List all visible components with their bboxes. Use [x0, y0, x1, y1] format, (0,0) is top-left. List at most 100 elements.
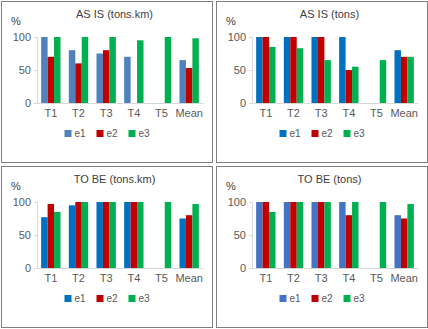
- bar: [165, 202, 171, 268]
- bar: [69, 205, 75, 268]
- legend-label: e3: [354, 293, 366, 304]
- bar: [324, 202, 330, 268]
- x-tick-label: T4: [127, 272, 140, 284]
- y-tick-mark: [249, 70, 252, 71]
- legend-item: e1: [65, 128, 87, 139]
- x-axis-line: [253, 103, 419, 104]
- y-axis: 050100: [228, 31, 253, 109]
- x-axis: T1T2T3T4T5Mean: [253, 103, 419, 119]
- x-tick-label: T3: [100, 107, 113, 119]
- bar: [290, 37, 296, 103]
- legend-label: e2: [322, 128, 334, 139]
- y-tick: 100: [228, 31, 252, 43]
- x-axis-line: [253, 268, 419, 269]
- x-tick: T4: [127, 103, 140, 119]
- panel: AS IS (tons)%050100T1T2T3T4T5Meane1e2e3: [217, 2, 428, 163]
- legend: e1 e2 e3: [280, 128, 366, 139]
- x-tick: T2: [287, 103, 300, 119]
- legend-swatch: [280, 295, 287, 302]
- x-tick-label: T5: [155, 272, 168, 284]
- bar: [75, 202, 81, 268]
- bar: [109, 202, 115, 268]
- legend-label: e2: [322, 293, 334, 304]
- panel: AS IS (tons.km)%050100T1T2T3T4T5Meane1e2…: [2, 2, 213, 163]
- x-tick-label: T4: [127, 107, 140, 119]
- bar: [284, 37, 290, 103]
- bar: [103, 202, 109, 268]
- legend-item: e2: [97, 128, 119, 139]
- x-tick: Mean: [175, 103, 203, 119]
- legend-item: e1: [280, 128, 302, 139]
- x-tick-label: T3: [100, 272, 113, 284]
- x-tick-label: T2: [72, 107, 85, 119]
- bar: [109, 37, 115, 103]
- x-axis-line: [38, 103, 204, 104]
- y-tick-label: 100: [228, 196, 246, 208]
- y-tick-label: 100: [13, 31, 31, 43]
- bar: [311, 202, 317, 268]
- bar: [339, 202, 345, 268]
- bar: [284, 202, 290, 268]
- x-tick-label: T5: [155, 107, 168, 119]
- y-tick-mark: [34, 202, 37, 203]
- chart-title: TO BE (tons): [298, 173, 362, 185]
- bar: [48, 57, 54, 103]
- bar: [192, 204, 198, 268]
- legend: e1e2e3: [65, 293, 151, 304]
- x-tick: Mean: [175, 268, 203, 284]
- x-axis-line: [38, 268, 204, 269]
- bar: [352, 202, 358, 268]
- x-axis: T1T2T3T4T5Mean: [253, 268, 419, 284]
- y-axis-line: [249, 203, 253, 269]
- y-tick-label: 0: [240, 262, 246, 274]
- legend-label: e1: [290, 293, 302, 304]
- bar: [297, 202, 303, 268]
- y-tick-label: 50: [234, 229, 246, 241]
- bar: [82, 37, 88, 103]
- y-tick-label: 0: [240, 97, 246, 109]
- bar: [131, 202, 137, 268]
- panel-frame: [217, 2, 428, 163]
- x-tick-label: T4: [342, 107, 355, 119]
- y-tick-mark: [249, 103, 252, 104]
- legend: e1e2e3: [65, 128, 151, 139]
- legend-item: e2: [312, 293, 334, 304]
- y-tick-mark: [34, 268, 37, 269]
- y-tick: 50: [19, 64, 37, 76]
- bar: [269, 212, 275, 268]
- bar: [192, 38, 198, 103]
- legend-swatch: [65, 295, 72, 302]
- legend-label: e3: [139, 293, 151, 304]
- x-tick-label: T1: [44, 272, 57, 284]
- x-tick: Mean: [390, 103, 418, 119]
- legend-label: e2: [107, 293, 119, 304]
- x-tick: T5: [155, 103, 168, 119]
- legend-swatch: [280, 130, 287, 137]
- y-tick: 100: [228, 196, 252, 208]
- x-tick: T4: [127, 268, 140, 284]
- y-tick: 100: [13, 196, 37, 208]
- legend-label: e3: [354, 128, 366, 139]
- y-tick-label: 50: [19, 64, 31, 76]
- x-tick: T3: [315, 103, 328, 119]
- bar: [82, 202, 88, 268]
- y-tick: 50: [234, 229, 252, 241]
- x-tick-label: T2: [287, 107, 300, 119]
- y-tick-mark: [249, 235, 252, 236]
- bar: [263, 37, 269, 103]
- bar: [297, 48, 303, 103]
- x-tick: T4: [342, 103, 355, 119]
- bar: [407, 204, 413, 268]
- bar: [96, 202, 102, 268]
- bar: [380, 202, 386, 268]
- x-tick-label: Mean: [175, 272, 203, 284]
- legend-item: e2: [312, 128, 334, 139]
- y-axis-line: [249, 38, 253, 104]
- legend-swatch: [65, 130, 72, 137]
- legend-item: e3: [129, 293, 151, 304]
- x-tick: T4: [342, 268, 355, 284]
- y-tick-mark: [34, 70, 37, 71]
- y-tick-mark: [249, 268, 252, 269]
- bar: [318, 202, 324, 268]
- legend-swatch: [344, 130, 351, 137]
